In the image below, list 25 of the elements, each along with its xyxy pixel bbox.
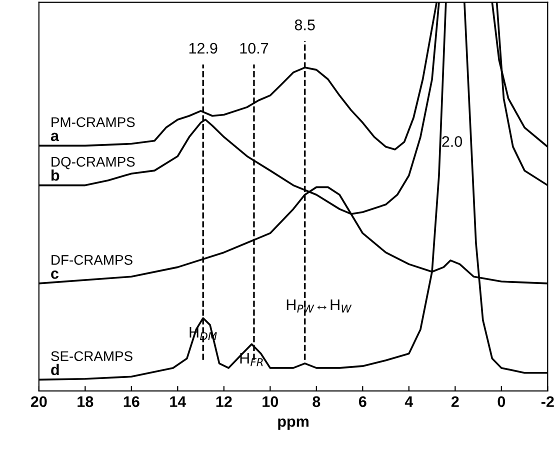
series-label: DQ-CRAMPS [52, 156, 135, 170]
ref-line-label: 10.7 [240, 42, 268, 54]
annotation: b [51, 170, 60, 181]
x-tick-label: -2 [541, 396, 554, 407]
x-tick-label: 10 [262, 396, 278, 408]
annotation: d [51, 364, 59, 376]
annotation: a [50, 132, 60, 142]
ref-line-label: 12.9 [189, 42, 218, 54]
series-label: SE-CRAMPS [51, 351, 132, 362]
x-tick-label: 0 [498, 396, 506, 408]
x-tick-label: 14 [170, 396, 186, 407]
x-tick-label: 16 [124, 396, 140, 408]
series-label: PM-CRAMPS [52, 117, 135, 128]
annotation: c [51, 270, 59, 279]
x-tick-label: 12 [216, 396, 232, 407]
x-tick-label: 6 [358, 396, 366, 408]
x-tick-label: 8 [312, 396, 320, 408]
annotation: 2.0 [442, 136, 462, 147]
x-axis-title: ppm [278, 418, 308, 430]
series-label: DF-CRAMPS [52, 254, 132, 265]
x-tick-label: 4 [404, 396, 414, 407]
x-tick-label: 2 [451, 396, 459, 407]
x-tick-label: 18 [78, 396, 94, 408]
x-tick-label: 20 [30, 396, 47, 408]
ref-line-label: 8.5 [294, 20, 315, 30]
